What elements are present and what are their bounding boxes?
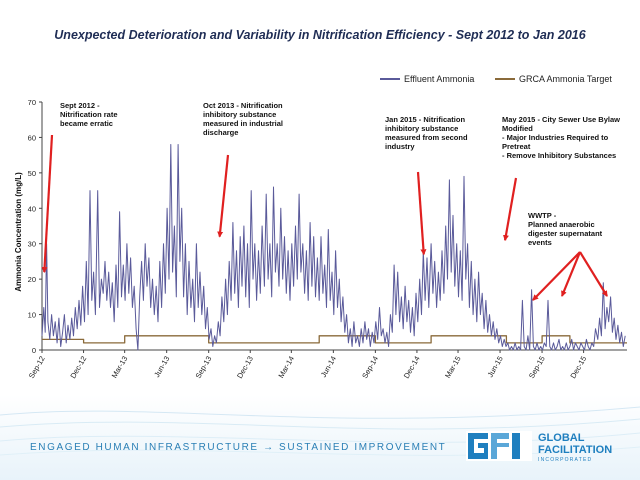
annotation-text-line: Nitrification rate: [60, 110, 118, 119]
x-tick-label: Dec-13: [235, 355, 255, 380]
annotation-arrow: [41, 134, 54, 274]
y-tick-label: 0: [32, 346, 36, 355]
x-tick-label: Mar-14: [276, 355, 296, 380]
x-tick-label: Sep-13: [194, 355, 214, 380]
series-line: [42, 335, 627, 344]
x-tick-label: Jun-15: [486, 355, 505, 379]
annotation-text-line: industry: [385, 142, 415, 151]
y-tick-label: 50: [28, 169, 36, 178]
x-tick-label: Jun-13: [152, 355, 171, 379]
x-tick-label: Dec-12: [68, 355, 88, 380]
annotation-arrow: [532, 251, 581, 301]
legend-label-target: GRCA Ammonia Target: [519, 74, 612, 84]
y-tick-label: 40: [28, 204, 36, 213]
logo-name: GLOBAL FACILITATION: [538, 432, 612, 456]
x-tick-label: Mar-13: [110, 355, 130, 380]
annotation-text-line: events: [528, 238, 552, 247]
logo-text-global: GLOBAL: [538, 432, 585, 444]
legend-label-effluent: Effluent Ammonia: [404, 74, 474, 84]
x-tick-label: Dec-14: [402, 355, 422, 380]
annotation-arrow: [502, 177, 518, 242]
annotation-text-line: Planned anaerobic: [528, 220, 595, 229]
annotation-text-line: became erratic: [60, 119, 113, 128]
x-tick-label: Sep-14: [360, 355, 380, 380]
gfi-logo-icon: [466, 431, 532, 461]
x-tick-label: Jun-14: [319, 355, 338, 379]
x-tick-label: Sep-15: [527, 355, 547, 380]
annotation-text-line: digester supernatant: [528, 229, 603, 238]
annotation-text-line: Pretreat: [502, 142, 531, 151]
annotation-text-line: - Major Industries Required to: [502, 133, 609, 142]
annotation-text-line: inhibitory substance: [203, 110, 276, 119]
annotation-arrow: [416, 171, 427, 256]
series-layer: [41, 144, 627, 351]
annotation-arrow: [579, 251, 608, 297]
annotation-text-line: - Remove Inhibitory Substances: [502, 151, 616, 160]
footer-tagline: ENGAGED HUMAN INFRASTRUCTURE → SUSTAINED…: [30, 442, 447, 453]
annotation-text-line: measured from second: [385, 133, 468, 142]
annotation-text-line: measured in industrial: [203, 119, 283, 128]
y-tick-label: 10: [28, 311, 36, 320]
x-tick-label: Sep-12: [27, 355, 47, 380]
annotation-text-line: Sept 2012 -: [60, 101, 100, 110]
chart-title: Unexpected Deterioration and Variability…: [54, 28, 586, 42]
legend: Effluent Ammonia GRCA Ammonia Target: [380, 74, 612, 84]
annotation-arrow: [217, 154, 230, 238]
y-axis-label: Ammonia Concentration (mg/L): [14, 172, 23, 292]
footer-wave-graphic: [0, 395, 640, 480]
y-tick-label: 60: [28, 133, 36, 142]
y-tick-label: 70: [28, 98, 36, 107]
annotation-text-line: May 2015 - City Sewer Use Bylaw: [502, 115, 620, 124]
footer-banner: [0, 395, 640, 480]
annotation-text-line: WWTP -: [528, 211, 557, 220]
series-line: [41, 144, 626, 351]
annotation-text-line: Modified: [502, 124, 533, 133]
annotation-text-line: Jan 2015 - Nitrification: [385, 115, 465, 124]
logo-text-facilitation: FACILITATION: [538, 444, 613, 456]
y-tick-label: 20: [28, 275, 36, 284]
annotation-text-line: inhibitory substance: [385, 124, 458, 133]
annotation-text-line: discharge: [203, 128, 238, 137]
x-tick-label: Mar-15: [443, 355, 463, 380]
annotation-text-line: Oct 2013 - Nitrification: [203, 101, 283, 110]
annotation-arrow: [560, 251, 582, 297]
y-tick-label: 30: [28, 240, 36, 249]
x-tick-label: Dec-15: [568, 355, 588, 380]
logo-text-incorporated: INCORPORATED: [538, 457, 593, 463]
